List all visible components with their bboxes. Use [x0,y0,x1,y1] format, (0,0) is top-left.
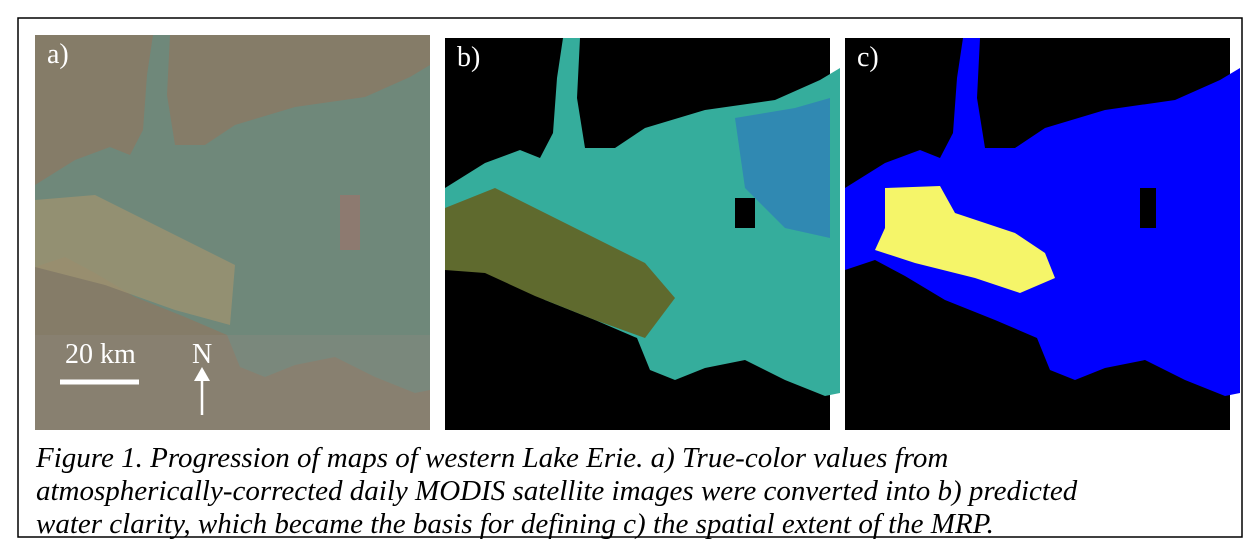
panel-label: c) [857,42,879,73]
caption-line: Figure 1. Progression of maps of western… [35,442,948,474]
panel-label: a) [47,39,69,70]
scale-bar-label: 20 km [65,339,136,370]
caption-line: atmospherically-corrected daily MODIS sa… [36,475,1078,507]
panel-a: a) 20 km N [35,35,430,430]
caption-line: water clarity, which became the basis fo… [36,508,994,540]
north-label: N [192,339,212,370]
panel-c: c) [845,38,1240,430]
panel-label: b) [457,42,480,73]
figure: a) 20 km N b) c) Figure 1. Progression o… [0,0,1260,555]
panel-b: b) [445,38,840,430]
